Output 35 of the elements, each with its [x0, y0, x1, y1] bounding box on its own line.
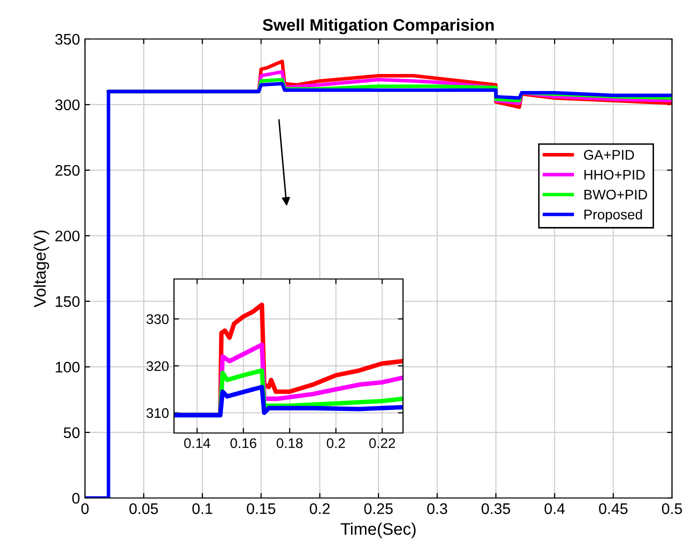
legend-label: GA+PID: [584, 150, 634, 160]
y-tick-label: 50: [64, 427, 80, 438]
x-tick-label: 0.35: [482, 503, 510, 514]
y-tick-label: 100: [56, 362, 80, 373]
legend-label: Proposed: [584, 209, 642, 222]
x-tick-label: 0.2: [310, 503, 330, 514]
x-tick-label: 0.15: [246, 503, 276, 514]
x-tick-label: 0: [81, 503, 89, 514]
x-tick-label: 0.25: [364, 503, 393, 514]
y-tick-label: 200: [55, 230, 80, 242]
y-tick-label: 300: [55, 99, 80, 110]
x-tick-label: 0.18: [276, 438, 303, 448]
x-tick-label: 0.05: [129, 503, 158, 514]
y-tick-label: 330: [146, 314, 169, 324]
x-tick-label: 0.22: [369, 438, 395, 448]
x-tick-label: 0.16: [230, 438, 256, 448]
x-tick-label: 0.14: [184, 438, 210, 448]
x-tick-label: 0.2: [326, 438, 345, 448]
x-tick-label: 0.1: [192, 503, 212, 514]
x-tick-label: 0.3: [427, 503, 448, 514]
legend-label: HHO+PID: [584, 170, 645, 180]
y-axis-title: Voltage(V): [34, 230, 50, 308]
chart-title: Swell Mitigation Comparision: [262, 18, 494, 34]
x-tick-label: 0.5: [662, 503, 682, 514]
y-tick-label: 350: [55, 34, 80, 45]
x-axis-title: Time(Sec): [340, 522, 416, 538]
y-tick-label: 0: [72, 492, 80, 504]
y-tick-label: 320: [146, 361, 169, 372]
x-tick-label: 0.4: [544, 503, 565, 514]
line-series: [174, 384, 403, 418]
y-tick-label: 250: [55, 165, 80, 176]
x-tick-label: 0.45: [599, 503, 628, 514]
y-tick-label: 310: [146, 408, 169, 418]
y-tick-label: 150: [56, 296, 80, 307]
legend-label: BWO+PID: [584, 190, 648, 200]
